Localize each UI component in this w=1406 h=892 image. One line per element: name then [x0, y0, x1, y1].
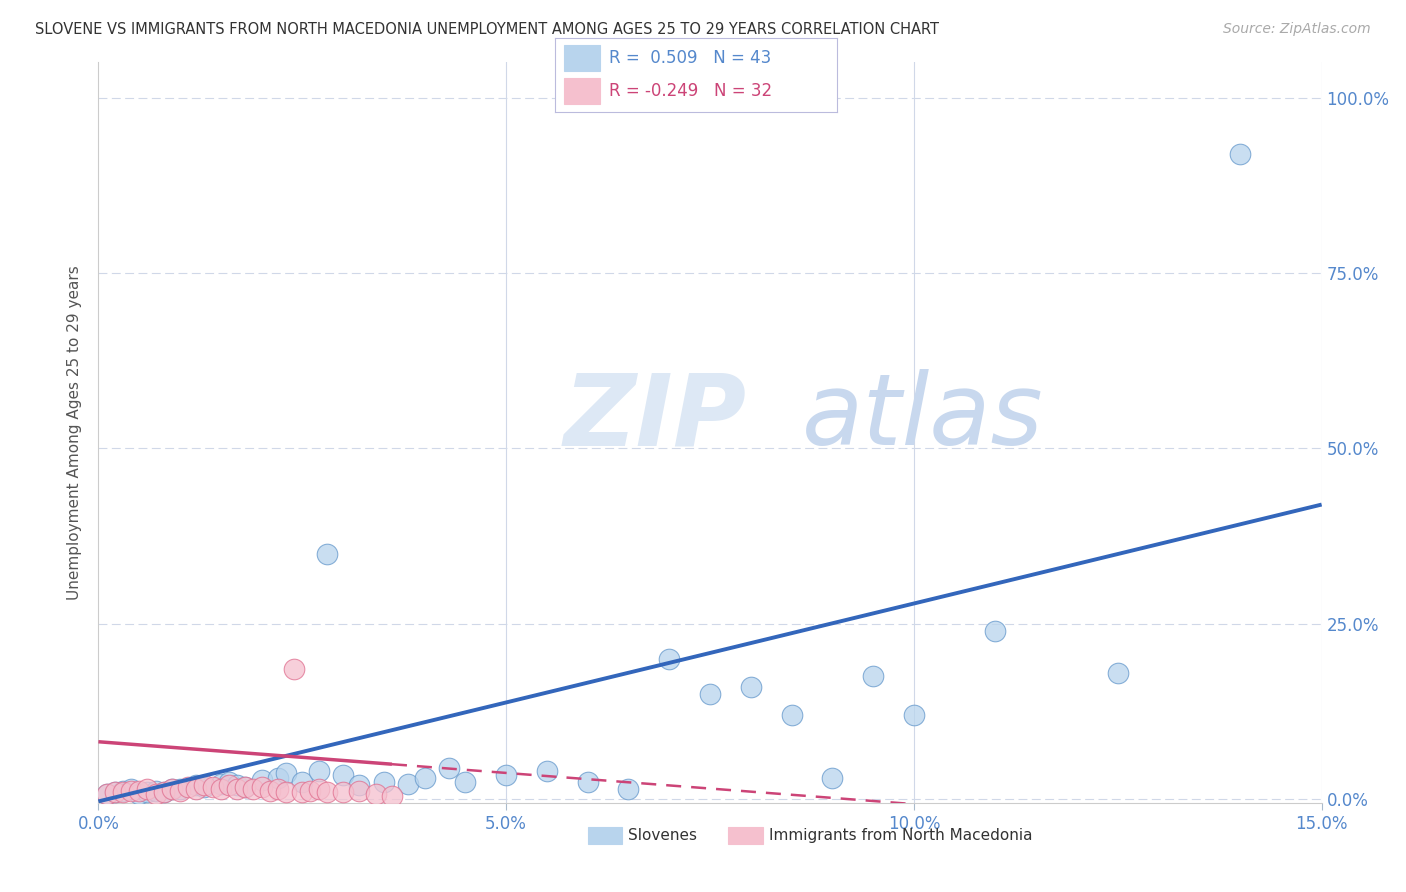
Point: [332, 785, 354, 799]
Point: [209, 781, 232, 796]
Point: [242, 781, 264, 796]
Point: [250, 772, 273, 787]
Text: Immigrants from North Macedonia: Immigrants from North Macedonia: [769, 828, 1032, 843]
Point: [177, 780, 200, 794]
Point: [193, 780, 215, 794]
Point: [1107, 665, 1129, 680]
Point: [274, 785, 297, 799]
Point: [396, 777, 419, 791]
Point: [454, 774, 477, 789]
Point: [201, 780, 224, 794]
Point: [111, 784, 134, 798]
Text: atlas: atlas: [801, 369, 1043, 467]
Text: R = -0.249   N = 32: R = -0.249 N = 32: [609, 82, 772, 100]
Point: [381, 789, 404, 803]
Text: Source: ZipAtlas.com: Source: ZipAtlas.com: [1223, 22, 1371, 37]
Point: [193, 778, 215, 792]
Point: [267, 781, 290, 796]
Bar: [728, 827, 762, 844]
Bar: [564, 45, 600, 71]
Point: [658, 652, 681, 666]
Point: [136, 785, 159, 799]
Point: [536, 764, 558, 779]
Point: [862, 669, 884, 683]
Point: [364, 787, 387, 801]
Point: [96, 787, 118, 801]
Point: [984, 624, 1007, 638]
Point: [495, 768, 517, 782]
Point: [315, 547, 337, 561]
Point: [413, 771, 436, 785]
Point: [104, 785, 127, 799]
Point: [259, 784, 281, 798]
Point: [283, 663, 305, 677]
Point: [1229, 146, 1251, 161]
Point: [740, 680, 762, 694]
Point: [152, 785, 174, 799]
Point: [699, 687, 721, 701]
Bar: [564, 78, 600, 104]
Point: [617, 781, 640, 796]
Point: [145, 787, 167, 801]
Point: [128, 787, 150, 801]
Point: [96, 787, 118, 801]
Point: [308, 781, 330, 796]
Point: [332, 768, 354, 782]
Point: [576, 774, 599, 789]
Point: [299, 784, 322, 798]
Text: SLOVENE VS IMMIGRANTS FROM NORTH MACEDONIA UNEMPLOYMENT AMONG AGES 25 TO 29 YEAR: SLOVENE VS IMMIGRANTS FROM NORTH MACEDON…: [35, 22, 939, 37]
Point: [120, 781, 142, 796]
Point: [349, 784, 371, 798]
Point: [250, 780, 273, 794]
Point: [267, 771, 290, 785]
Text: Slovenes: Slovenes: [628, 828, 697, 843]
Point: [120, 784, 142, 798]
Point: [209, 777, 232, 791]
Point: [160, 781, 183, 796]
Point: [821, 771, 844, 785]
Point: [186, 781, 208, 796]
Point: [169, 784, 191, 798]
Y-axis label: Unemployment Among Ages 25 to 29 years: Unemployment Among Ages 25 to 29 years: [67, 265, 83, 600]
Point: [218, 774, 240, 789]
Point: [136, 781, 159, 796]
Point: [315, 785, 337, 799]
Point: [903, 708, 925, 723]
Point: [169, 781, 191, 796]
Point: [226, 778, 249, 792]
Point: [373, 774, 395, 789]
Point: [160, 781, 183, 796]
Text: ZIP: ZIP: [564, 369, 747, 467]
Point: [291, 785, 314, 799]
Point: [111, 785, 134, 799]
Bar: [588, 827, 621, 844]
Point: [780, 708, 803, 723]
Text: R =  0.509   N = 43: R = 0.509 N = 43: [609, 49, 770, 67]
Point: [437, 761, 460, 775]
Point: [308, 764, 330, 779]
Point: [349, 778, 371, 792]
Point: [226, 781, 249, 796]
Point: [233, 780, 256, 794]
Point: [186, 778, 208, 792]
Point: [274, 765, 297, 780]
Point: [104, 785, 127, 799]
Point: [218, 778, 240, 792]
Point: [233, 780, 256, 794]
Point: [291, 774, 314, 789]
Point: [128, 784, 150, 798]
Point: [145, 784, 167, 798]
Point: [152, 785, 174, 799]
